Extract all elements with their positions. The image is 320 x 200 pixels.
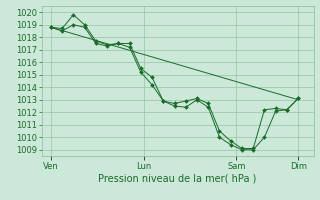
- X-axis label: Pression niveau de la mer( hPa ): Pression niveau de la mer( hPa ): [99, 173, 257, 183]
